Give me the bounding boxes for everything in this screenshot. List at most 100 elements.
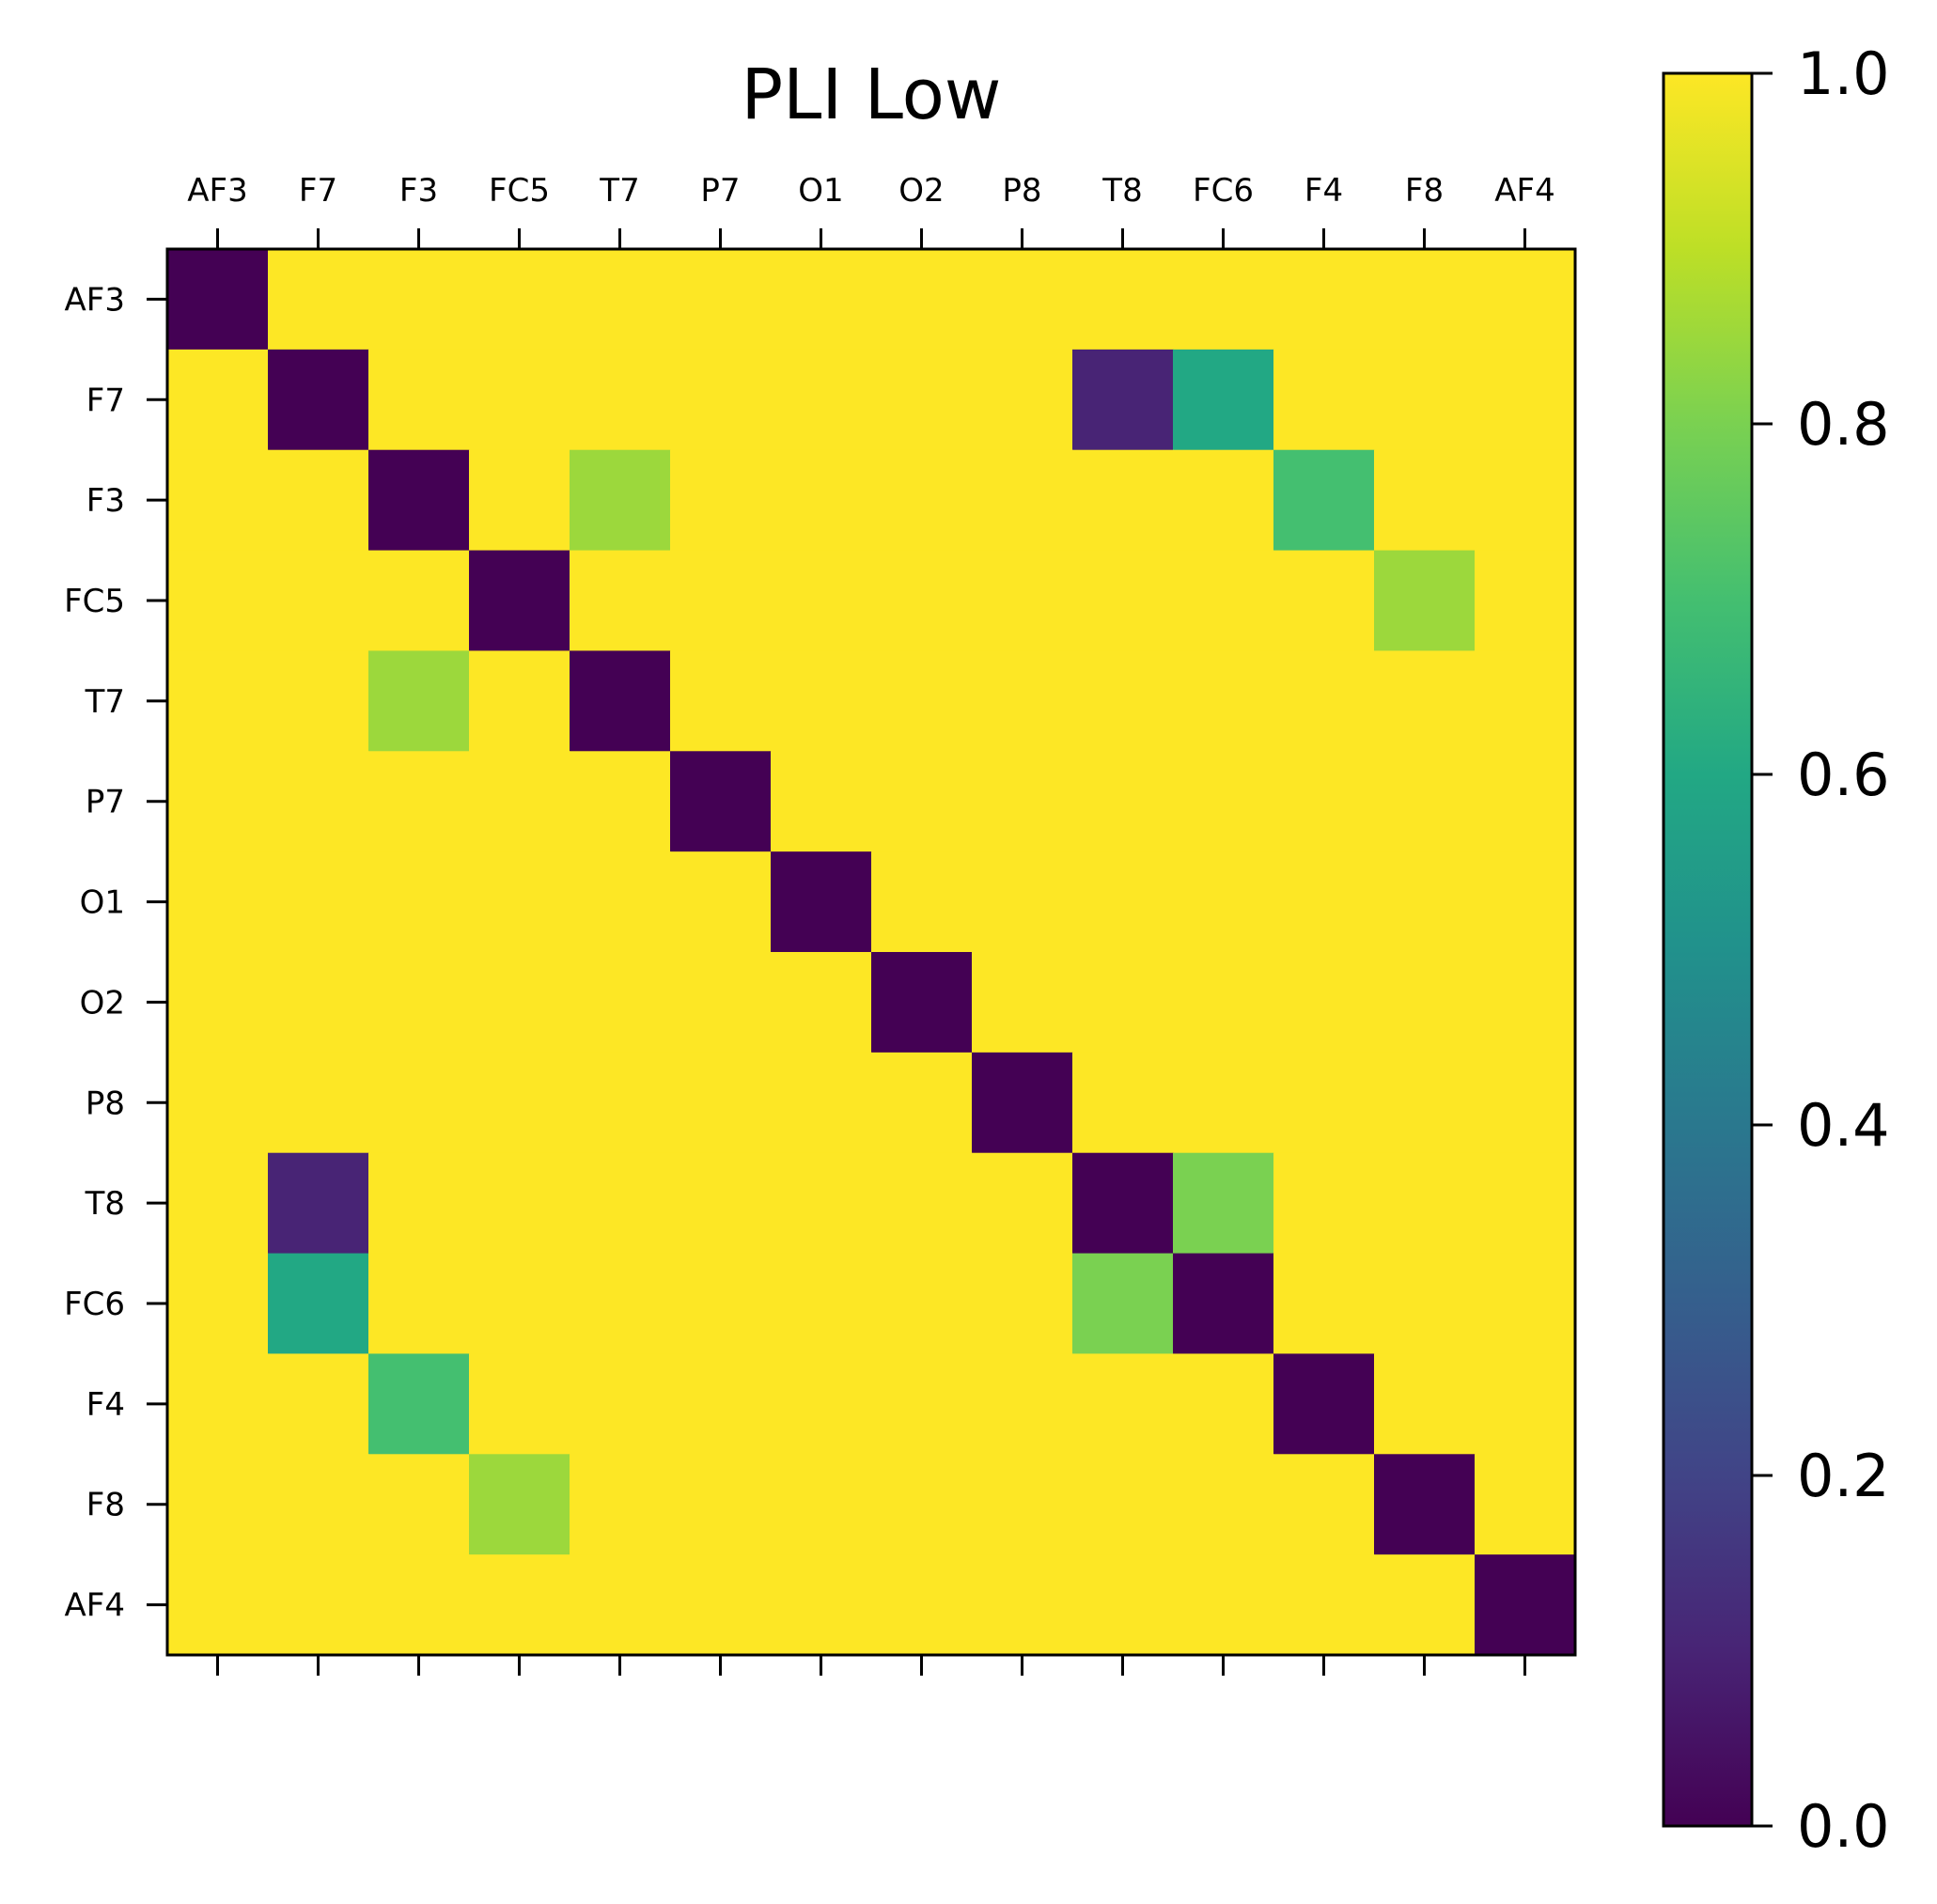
heatmap-cell [1273, 1253, 1375, 1355]
heatmap-cell [771, 650, 872, 752]
heatmap-cell [469, 349, 570, 451]
heatmap-cell [1273, 952, 1375, 1053]
heatmap-cell [1173, 249, 1274, 351]
colorbar-tick-label: 0.4 [1797, 1091, 1890, 1160]
heatmap-cell [268, 1353, 369, 1455]
y-tick-label: F7 [86, 382, 125, 419]
heatmap-cell [1374, 1152, 1476, 1255]
heatmap-cell [1173, 1253, 1274, 1355]
heatmap-cell [871, 851, 973, 953]
heatmap-cell [1072, 952, 1174, 1053]
heatmap-cell [1072, 1253, 1174, 1355]
heatmap-cell [771, 1554, 872, 1656]
y-tick-label: FC6 [64, 1286, 125, 1323]
heatmap-cell [268, 851, 369, 953]
heatmap-cell [368, 1353, 470, 1455]
heatmap-cell [1273, 650, 1375, 752]
heatmap-cell [368, 751, 470, 852]
heatmap-cell [469, 550, 570, 652]
heatmap-cell [570, 751, 671, 852]
heatmap-cell [570, 1353, 671, 1455]
heatmap-cell [972, 349, 1073, 451]
heatmap-cell [268, 1554, 369, 1656]
x-tick-label: F7 [299, 172, 337, 210]
heatmap-cell [670, 1253, 772, 1355]
heatmap-cell [469, 1554, 570, 1656]
heatmap-cell [368, 1454, 470, 1555]
heatmap-cell [1374, 1454, 1476, 1555]
heatmap-cell [1072, 1454, 1174, 1555]
heatmap-cell [268, 1454, 369, 1555]
heatmap-cell [167, 449, 269, 552]
x-tick-label: O1 [798, 172, 843, 210]
heatmap-cell [670, 952, 772, 1053]
heatmap-cell [670, 851, 772, 953]
heatmap-cell [268, 1152, 369, 1255]
y-tick-label: F8 [86, 1487, 125, 1524]
heatmap-cell [570, 1052, 671, 1154]
heatmap-cell [167, 249, 269, 351]
heatmap-cell [871, 1253, 973, 1355]
heatmap-cell [871, 1554, 973, 1656]
heatmap-cell [1173, 449, 1274, 552]
heatmap-cell [1475, 449, 1576, 552]
heatmap-cell [570, 550, 671, 652]
heatmap-cell [972, 249, 1073, 351]
heatmap-cell [1273, 1353, 1375, 1455]
heatmap-cell [1475, 550, 1576, 652]
heatmap-cell [268, 449, 369, 552]
heatmap-cell [1475, 1353, 1576, 1455]
heatmap-cell [1273, 1052, 1375, 1154]
heatmap-cell [268, 550, 369, 652]
heatmap-cell [1173, 1353, 1274, 1455]
heatmap-cell [368, 449, 470, 552]
heatmap-cell [469, 1353, 570, 1455]
heatmap-cell [1374, 1253, 1476, 1355]
heatmap-cell [972, 851, 1073, 953]
heatmap-cell [469, 1454, 570, 1555]
heatmap-cell [167, 1052, 269, 1154]
heatmap-cell [771, 1253, 872, 1355]
heatmap-cell [167, 751, 269, 852]
plot-frame [165, 247, 1577, 1657]
colorbar-tick-label: 1.0 [1797, 39, 1890, 108]
heatmap-cell [871, 1353, 973, 1455]
heatmap-cell [368, 851, 470, 953]
heatmap-cell [368, 1554, 470, 1656]
heatmap-cell [1374, 249, 1476, 351]
heatmap-cell [469, 751, 570, 852]
heatmap-cell [972, 751, 1073, 852]
heatmap-cell [570, 449, 671, 552]
heatmap-cell [1475, 751, 1576, 852]
heatmap-cell [771, 751, 872, 852]
heatmap-cell [469, 952, 570, 1053]
heatmap-cell [570, 1253, 671, 1355]
colorbar-tick-label: 0.8 [1797, 390, 1890, 459]
heatmap-cell [670, 751, 772, 852]
heatmap-cell [871, 1052, 973, 1154]
x-tick-label: FC6 [1193, 172, 1254, 210]
heatmap-cell [972, 1353, 1073, 1455]
heatmap-cell [670, 550, 772, 652]
heatmap-cell [670, 1152, 772, 1255]
heatmap-cell [1273, 1152, 1375, 1255]
heatmap-cell [1173, 349, 1274, 451]
heatmap-cell [1475, 1554, 1576, 1656]
heatmap-cell [972, 1554, 1073, 1656]
heatmap-cell [771, 1353, 872, 1455]
heatmap-cell [1374, 650, 1476, 752]
x-tick-label: F8 [1405, 172, 1444, 210]
heatmap-cell [268, 952, 369, 1053]
heatmap-cell [368, 349, 470, 451]
heatmap-cell [670, 349, 772, 451]
heatmap-cell [1173, 1052, 1274, 1154]
heatmap-cell [1374, 1554, 1476, 1656]
heatmap-cell [871, 952, 973, 1053]
heatmap-cell [1072, 1152, 1174, 1255]
heatmap-cell [871, 449, 973, 552]
heatmap-cell [570, 851, 671, 953]
heatmap-cell [268, 751, 369, 852]
heatmap-cell [771, 851, 872, 953]
y-tick-label: T8 [85, 1185, 125, 1223]
y-tick-label: F3 [86, 482, 125, 520]
